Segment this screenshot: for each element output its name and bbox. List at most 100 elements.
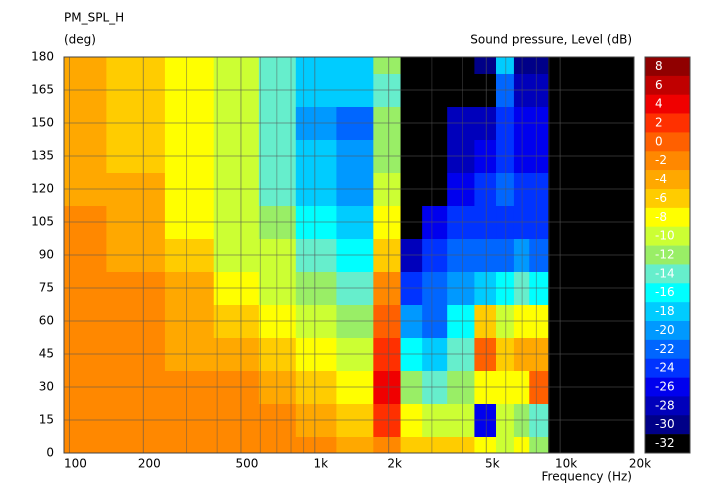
colorbar-band [645, 321, 690, 341]
contour-cell [106, 57, 166, 74]
contour-cell [213, 436, 260, 453]
z-axis-label: Sound pressure, Level (dB) [470, 33, 632, 47]
contour-cell [106, 436, 166, 453]
colorbar-band [645, 57, 690, 77]
contour-cell [513, 57, 530, 74]
contour-cell [373, 436, 402, 453]
x-tick-label: 500 [235, 457, 258, 471]
contour-cell [295, 57, 337, 74]
x-axis-label: Frequency (Hz) [542, 470, 633, 484]
colorbar-label: 4 [655, 97, 663, 111]
contour-cell [529, 436, 549, 453]
colorbar-label: -30 [655, 417, 675, 431]
contour-cell [164, 57, 215, 74]
colorbar-band [645, 358, 690, 378]
colorbar-band [645, 75, 690, 96]
contour-cell [496, 57, 515, 74]
contour-cell [258, 436, 297, 453]
colorbar-band [645, 94, 690, 114]
y-tick-label: 0 [46, 446, 54, 460]
colorbar-band [645, 264, 690, 284]
colorbar-band [645, 170, 690, 190]
y-tick-label: 105 [31, 215, 54, 229]
contour-cell [422, 57, 448, 74]
colorbar-band [645, 207, 690, 228]
colorbar-label: -28 [655, 398, 675, 412]
colorbar-label: -10 [655, 229, 675, 243]
plot-frame [63, 56, 635, 454]
y-tick-label: 165 [31, 83, 54, 97]
colorbar-label: -26 [655, 380, 675, 394]
colorbar-band [645, 113, 690, 133]
colorbar-band [645, 396, 690, 416]
y-tick-label: 180 [31, 50, 54, 64]
colorbar-band [645, 151, 690, 171]
colorbar-label: 2 [655, 116, 663, 130]
y-tick-label: 30 [39, 380, 54, 394]
contour-cell [548, 436, 634, 453]
y-tick-label: 90 [39, 248, 54, 262]
y-tick-label: 60 [39, 314, 54, 328]
contour-cell [213, 57, 260, 74]
contour-cell [400, 57, 423, 74]
y-tick-label: 15 [39, 413, 54, 427]
colorbar-band [645, 302, 690, 322]
contour-cell [64, 57, 107, 74]
colorbar-band [645, 226, 690, 246]
contour-cell [336, 436, 374, 453]
x-tick-label: 100 [64, 457, 87, 471]
colorbar-frame [644, 56, 691, 454]
contour-cell [529, 57, 549, 74]
colorbar: 8 6 4 2 0 -2 -4 -6 -8 -10 -12 -14 -16 -18 -20 -22 -24 -26… [644, 56, 691, 454]
colorbar-band [645, 132, 690, 152]
colorbar-label: -16 [655, 285, 675, 299]
contour-cell [447, 57, 475, 74]
colorbar-label: -24 [655, 361, 675, 375]
colorbar-label: 0 [655, 134, 663, 148]
contour-cell [373, 57, 402, 74]
colorbar-label: -20 [655, 323, 675, 337]
colorbar-label: 6 [655, 78, 663, 92]
y-tick-label: 120 [31, 182, 54, 196]
contour-cell [295, 436, 337, 453]
colorbar-label: -22 [655, 342, 675, 356]
contour-cell [496, 436, 515, 453]
chart-title: PM_SPL_H [64, 11, 124, 25]
colorbar-label: -8 [655, 210, 667, 224]
contour-cell [513, 436, 530, 453]
colorbar-band [645, 415, 690, 435]
colorbar-band [645, 339, 690, 360]
y-tick-label: 75 [39, 281, 54, 295]
y-tick-label: 45 [39, 347, 54, 361]
y-tick-label: 135 [31, 149, 54, 163]
colorbar-band [645, 377, 690, 397]
colorbar-label: -18 [655, 304, 675, 318]
contour-cell [422, 436, 448, 453]
contour-cell [474, 57, 497, 74]
contour-cell [447, 436, 475, 453]
x-tick-label: 20k [629, 457, 651, 471]
x-tick-label: 10k [555, 457, 577, 471]
grid [64, 57, 634, 453]
y-axis-label: (deg) [64, 33, 96, 47]
contour-cell [336, 57, 374, 74]
contour-cell [258, 57, 297, 74]
colorbar-label: -32 [655, 436, 675, 450]
x-tick-label: 2k [387, 457, 402, 471]
colorbar-band [645, 283, 690, 303]
x-tick-label: 200 [138, 457, 161, 471]
colorbar-label: -4 [655, 172, 667, 186]
contour-cell [474, 436, 497, 453]
contour-cell [164, 436, 215, 453]
contour-cell [548, 57, 634, 74]
x-tick-label: 5k [485, 457, 500, 471]
colorbar-label: -12 [655, 248, 675, 262]
colorbar-label: -14 [655, 266, 675, 280]
colorbar-band [645, 434, 690, 454]
y-tick-label: 150 [31, 116, 54, 130]
colorbar-label: -6 [655, 191, 667, 205]
contour-cell [64, 436, 107, 453]
colorbar-label: 8 [655, 59, 663, 73]
colorbar-band [645, 189, 690, 209]
